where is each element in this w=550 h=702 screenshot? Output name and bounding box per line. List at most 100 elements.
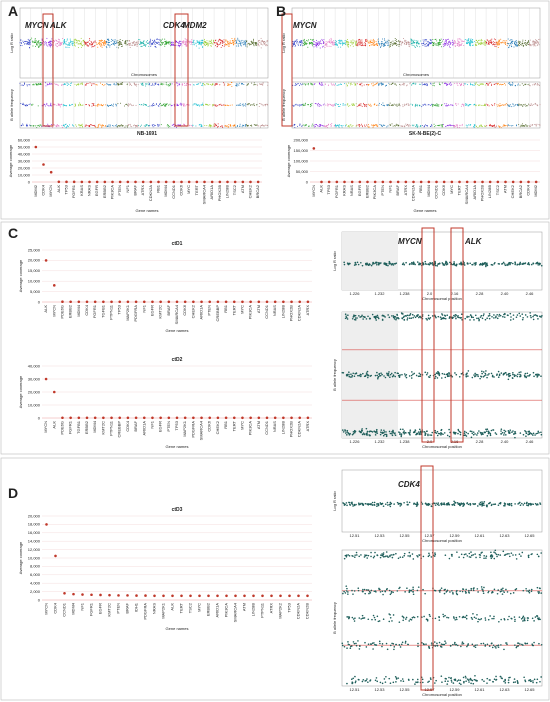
snp-dot	[163, 83, 165, 85]
snp-dot	[419, 104, 421, 106]
snp-dot	[518, 45, 520, 47]
snp-dot	[65, 83, 67, 85]
snp-dot	[490, 263, 493, 266]
snp-dot	[139, 104, 141, 106]
snp-dot	[333, 41, 335, 43]
snp-dot	[46, 102, 48, 104]
snp-dot	[512, 83, 514, 85]
snp-dot	[117, 126, 119, 128]
snp-dot	[456, 83, 458, 85]
snp-dot	[427, 104, 429, 106]
snp-dot	[380, 262, 382, 264]
snp-dot	[169, 41, 171, 43]
snp-dot	[157, 84, 159, 86]
snp-dot	[50, 105, 52, 107]
snp-dot	[464, 434, 467, 436]
snp-dot	[114, 44, 116, 46]
snp-dot	[538, 263, 541, 266]
snp-dot	[518, 312, 521, 315]
snp-dot	[360, 39, 362, 41]
snp-dot	[240, 42, 242, 44]
snp-dot	[242, 42, 244, 44]
snp-dot	[534, 42, 536, 44]
snp-dot	[399, 105, 401, 107]
snp-dot	[496, 373, 498, 376]
snp-dot	[445, 39, 447, 41]
snp-dot	[516, 43, 518, 45]
snp-dot	[473, 126, 475, 128]
snp-dot	[49, 46, 51, 48]
snp-dot	[539, 104, 541, 106]
snp-dot	[335, 83, 337, 85]
snp-dot	[534, 124, 536, 126]
snp-dot	[426, 45, 428, 47]
snp-dot	[370, 39, 372, 41]
snp-dot	[538, 44, 540, 46]
snp-dot	[212, 43, 214, 45]
snp-dot	[440, 428, 443, 431]
snp-dot	[444, 317, 447, 320]
snp-dot	[228, 43, 230, 45]
snp-dot	[27, 42, 29, 44]
snp-dot	[467, 375, 469, 377]
snp-dot	[262, 44, 264, 46]
snp-dot	[199, 123, 201, 125]
snp-dot	[370, 44, 372, 46]
snp-dot	[325, 43, 327, 45]
snp-dot	[324, 125, 326, 127]
snp-dot	[350, 45, 352, 47]
snp-dot	[377, 42, 379, 44]
snp-dot	[430, 83, 432, 85]
snp-dot	[367, 125, 369, 127]
snp-dot	[146, 40, 148, 42]
snp-dot	[412, 262, 415, 265]
snp-dot	[411, 371, 413, 373]
snp-dot	[264, 124, 266, 126]
snp-dot	[502, 84, 504, 86]
snp-dot	[475, 105, 477, 107]
snp-dot	[416, 45, 418, 47]
snp-dot	[132, 42, 134, 44]
snp-dot	[223, 104, 225, 106]
snp-dot	[160, 105, 162, 107]
snp-dot	[64, 125, 66, 127]
snp-dot	[91, 83, 93, 85]
snp-dot	[313, 43, 315, 45]
snp-dot	[428, 43, 430, 45]
snp-dot	[418, 372, 421, 375]
snp-dot	[508, 105, 510, 107]
snp-dot	[524, 429, 526, 432]
snp-dot	[470, 38, 472, 40]
snp-dot	[160, 44, 162, 46]
snp-dot	[157, 123, 159, 125]
snp-dot	[158, 105, 160, 107]
snp-dot	[348, 501, 350, 504]
snp-dot	[74, 41, 76, 43]
snp-dot	[125, 125, 127, 127]
snp-dot	[522, 41, 524, 43]
snp-dot	[68, 43, 70, 45]
snp-dot	[261, 40, 263, 42]
snp-dot	[321, 38, 323, 40]
snp-dot	[73, 40, 75, 42]
snp-dot	[211, 41, 213, 43]
snp-dot	[365, 104, 367, 106]
snp-dot	[133, 41, 135, 43]
snp-dot	[244, 41, 246, 43]
snp-dot	[344, 41, 346, 43]
x-tick-label: 1.238	[399, 439, 410, 444]
snp-dot	[390, 372, 393, 375]
snp-dot	[524, 103, 526, 105]
snp-dot	[461, 84, 463, 86]
snp-dot	[457, 124, 459, 126]
snp-dot	[58, 103, 60, 105]
snp-dot	[185, 83, 187, 85]
snp-dot	[432, 43, 434, 45]
snp-dot	[317, 43, 319, 45]
snp-dot	[238, 82, 240, 84]
snp-dot	[370, 42, 372, 44]
snp-dot	[516, 375, 519, 378]
snp-dot	[43, 42, 45, 44]
snp-dot	[441, 372, 444, 375]
snp-dot	[418, 315, 421, 318]
